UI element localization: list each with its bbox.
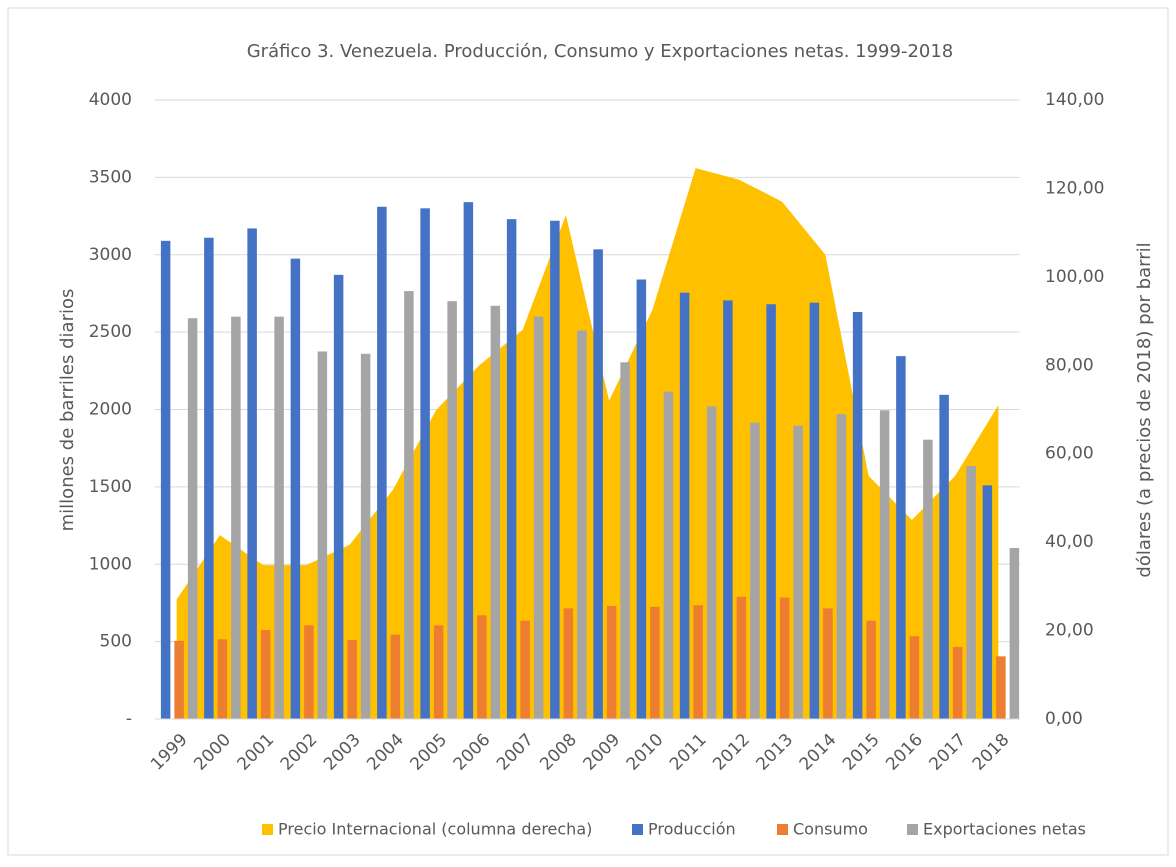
bar bbox=[663, 391, 674, 719]
bar bbox=[809, 302, 820, 719]
bar bbox=[160, 240, 171, 719]
bar bbox=[750, 422, 760, 719]
y-tick-label: 500 bbox=[100, 632, 132, 652]
bar bbox=[404, 291, 414, 719]
bar bbox=[420, 208, 430, 719]
bar bbox=[939, 394, 949, 719]
legend-swatch bbox=[262, 824, 273, 835]
bar bbox=[1009, 548, 1020, 719]
bar bbox=[347, 640, 357, 719]
y2-tick-label: 80,00 bbox=[1045, 355, 1094, 375]
y2-tick-label: 0,00 bbox=[1045, 709, 1083, 729]
bar bbox=[593, 249, 603, 720]
bar bbox=[966, 465, 976, 719]
bar bbox=[520, 620, 530, 719]
legend-label: Precio Internacional (columna derecha) bbox=[278, 820, 592, 839]
bar bbox=[693, 605, 703, 719]
bar bbox=[317, 351, 328, 719]
bar bbox=[490, 305, 501, 719]
bar bbox=[736, 596, 747, 719]
bar bbox=[793, 425, 803, 719]
bar bbox=[779, 597, 790, 719]
bar bbox=[304, 625, 314, 719]
bar bbox=[247, 228, 257, 719]
bar bbox=[577, 330, 587, 719]
y2-tick-label: 40,00 bbox=[1045, 532, 1094, 552]
bar bbox=[506, 219, 517, 719]
bar bbox=[766, 304, 776, 719]
bar bbox=[204, 237, 214, 720]
y-tick-label: 4000 bbox=[89, 90, 132, 110]
bar bbox=[923, 439, 933, 719]
legend-label: Consumo bbox=[793, 820, 868, 839]
bar bbox=[231, 316, 241, 719]
bar bbox=[377, 206, 387, 720]
y-tick-label: 2500 bbox=[89, 322, 132, 342]
bar bbox=[723, 300, 733, 719]
bar bbox=[706, 406, 717, 719]
bar bbox=[390, 634, 401, 719]
y2-tick-label: 20,00 bbox=[1045, 621, 1094, 641]
bar bbox=[260, 630, 271, 719]
legend-swatch bbox=[777, 824, 788, 835]
bar bbox=[533, 316, 544, 719]
y2-tick-label: 120,00 bbox=[1045, 178, 1104, 198]
chart-title: Gráfico 3. Venezuela. Producción, Consum… bbox=[247, 41, 954, 62]
bar bbox=[360, 353, 371, 719]
bar bbox=[606, 606, 617, 719]
bar bbox=[477, 615, 487, 719]
legend-label: Producción bbox=[648, 820, 736, 839]
y-tick-label: 1500 bbox=[89, 477, 132, 497]
bar bbox=[866, 620, 876, 719]
bar bbox=[290, 258, 301, 719]
bar bbox=[550, 220, 560, 719]
y-tick-label: 1000 bbox=[89, 554, 132, 574]
y-tick-label: 3500 bbox=[89, 167, 132, 187]
bar bbox=[217, 639, 228, 719]
bar bbox=[982, 485, 993, 719]
legend-swatch bbox=[632, 824, 643, 835]
bar bbox=[952, 647, 963, 719]
bar bbox=[636, 279, 647, 719]
y-axis-label: millones de barriles diarios bbox=[57, 289, 78, 532]
y-tick-label: 2000 bbox=[89, 400, 132, 420]
bar bbox=[620, 362, 630, 719]
bar bbox=[896, 356, 906, 719]
bar bbox=[823, 608, 833, 719]
legend-swatch bbox=[907, 824, 918, 835]
y2-axis-label: dólares (a precios de 2018) por barril bbox=[1134, 242, 1155, 577]
y2-tick-label: 60,00 bbox=[1045, 444, 1094, 464]
y2-tick-label: 140,00 bbox=[1045, 90, 1104, 110]
y-tick-label: 3000 bbox=[89, 245, 132, 265]
bar bbox=[836, 414, 847, 719]
bar bbox=[433, 625, 444, 719]
bar bbox=[274, 316, 284, 719]
bar bbox=[909, 636, 920, 719]
y2-tick-label: 100,00 bbox=[1045, 267, 1104, 287]
bar bbox=[679, 292, 690, 719]
bar bbox=[563, 608, 574, 719]
bar bbox=[333, 274, 344, 719]
bar bbox=[187, 318, 198, 719]
bar bbox=[463, 202, 474, 719]
bar bbox=[650, 606, 660, 719]
bar bbox=[879, 410, 890, 719]
bar bbox=[447, 301, 457, 719]
bar bbox=[174, 640, 184, 719]
bar bbox=[852, 312, 863, 719]
legend-label: Exportaciones netas bbox=[923, 820, 1086, 839]
bar bbox=[996, 656, 1006, 719]
y-tick-label: - bbox=[126, 709, 132, 729]
